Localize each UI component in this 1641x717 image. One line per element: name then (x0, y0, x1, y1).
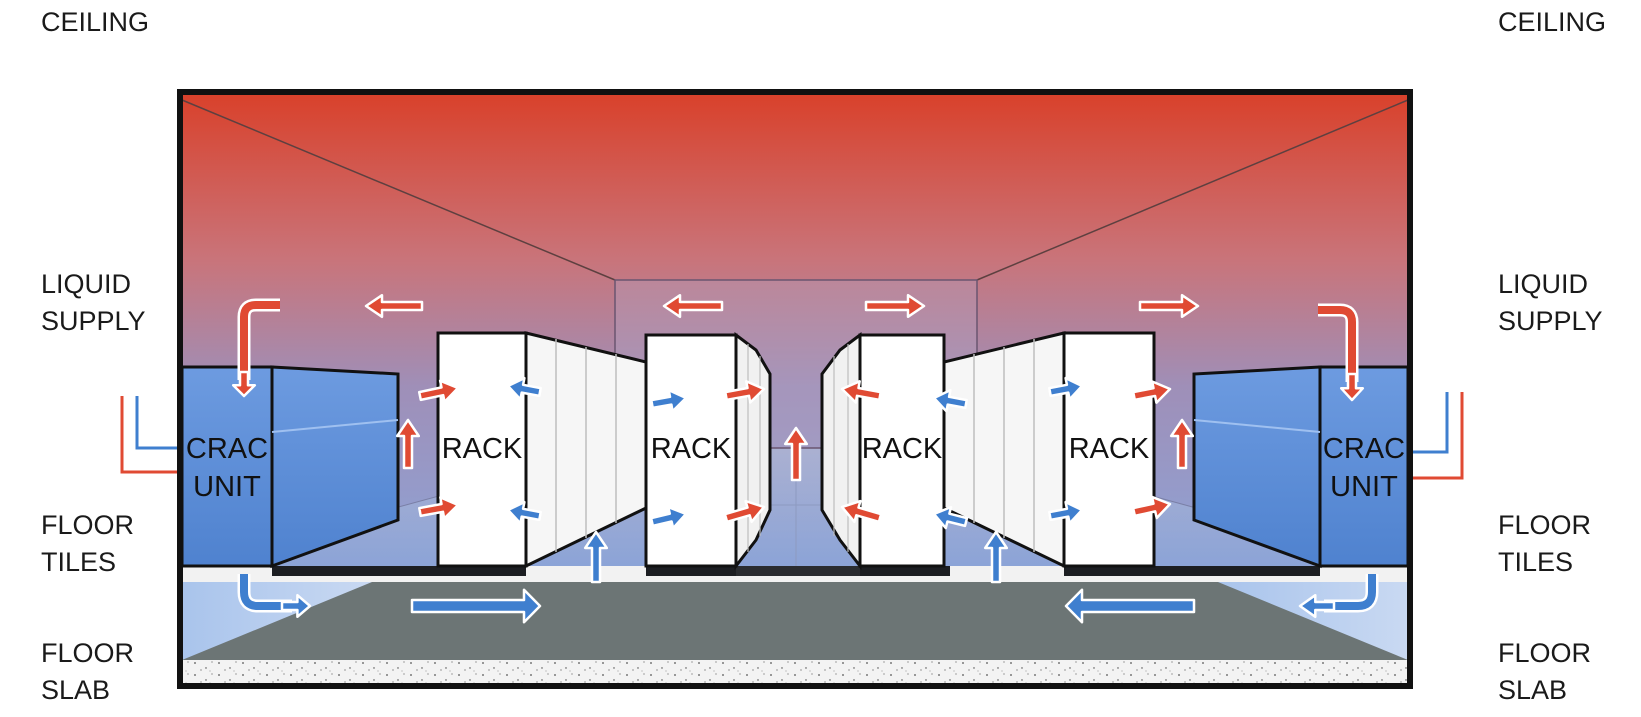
cold-intake-arrow-5 (932, 388, 968, 413)
crac-right-label-line2: UNIT (1330, 471, 1398, 503)
crac-discharge-arrow-right (1324, 574, 1376, 610)
liquid-pipe-left (120, 396, 182, 474)
hot-return-arrow-left (395, 418, 421, 470)
liquid-supply-arrow-right (1318, 306, 1356, 382)
hot-exhaust-arrow-3 (724, 380, 766, 404)
cold-intake-arrow-1 (506, 376, 542, 401)
hot-air-arrow-top-4 (1138, 293, 1200, 319)
rack-label-1: RACK (442, 433, 523, 465)
rack-label-3: RACK (862, 433, 943, 465)
hot-air-arrow-top-2 (662, 293, 724, 319)
crac-right-label-line1: CRAC (1323, 433, 1405, 465)
left-ceiling-label: CEILING (41, 7, 150, 37)
cold-intake-arrow-3 (650, 388, 688, 413)
right-floor-slab-label: FLOOR SLAB (1498, 638, 1592, 705)
underfloor-arrow-left (410, 588, 542, 624)
hot-exhaust-arrow-5 (840, 380, 882, 404)
cold-intake-arrow-4 (649, 505, 688, 530)
cold-intake-arrow-7 (1048, 376, 1084, 401)
hot-air-arrow-top-1 (364, 293, 424, 319)
underfloor-plenum (182, 582, 1408, 660)
hot-exhaust-arrow-7 (1131, 380, 1172, 404)
hot-exhaust-arrow-2 (418, 496, 460, 520)
crac-left-label-line2: UNIT (193, 471, 261, 503)
rack-label-4: RACK (1069, 433, 1150, 465)
hot-exhaust-arrow-6 (840, 499, 883, 524)
left-liquid-supply-label: LIQUID SUPPLY (41, 269, 146, 336)
cold-intake-arrow-2 (506, 500, 542, 525)
rack-label-2: RACK (651, 433, 732, 465)
crac-unit-left (180, 365, 400, 569)
right-floor-tiles-label: FLOOR TILES (1498, 510, 1592, 577)
crac-unit-right (1192, 365, 1410, 569)
airflow-arrows (231, 293, 1379, 624)
crac-left-label-line1: CRAC (186, 433, 268, 465)
diagram-labels: RACK RACK RACK RACK CRAC UNIT CRAC UNIT (186, 433, 1405, 503)
room-frame (177, 89, 1413, 689)
hot-return-arrow-center (783, 426, 809, 482)
right-ceiling-label: CEILING (1498, 7, 1607, 37)
cold-intake-arrow-8 (1048, 500, 1084, 525)
liquid-supply-arrowhead-right (1339, 372, 1365, 402)
cold-intake-arrow-6 (932, 505, 969, 530)
crac-discharge-arrow-left (240, 574, 292, 610)
liquid-pipe-right (1408, 392, 1464, 480)
hot-exhaust-arrow-4 (723, 499, 766, 524)
floor-slab (182, 660, 1408, 686)
left-floor-tiles-label: FLOOR TILES (41, 510, 135, 577)
underfloor-arrow-right (1064, 588, 1196, 624)
crac-discharge-arrowhead-left (280, 593, 312, 619)
liquid-supply-arrowhead-left (231, 370, 257, 398)
right-liquid-supply-label: LIQUID SUPPLY (1498, 269, 1603, 336)
hot-return-arrow-right (1169, 418, 1195, 470)
crac-discharge-arrowhead-right (1298, 593, 1336, 619)
hot-exhaust-arrow-1 (417, 379, 460, 404)
hot-exhaust-arrow-8 (1131, 495, 1172, 520)
cold-tile-arrow-right (983, 530, 1009, 584)
cold-tile-arrow-left (583, 530, 609, 584)
liquid-supply-arrow-left (240, 301, 280, 380)
hot-air-arrow-top-3 (864, 293, 926, 319)
left-floor-slab-label: FLOOR SLAB (41, 638, 135, 705)
